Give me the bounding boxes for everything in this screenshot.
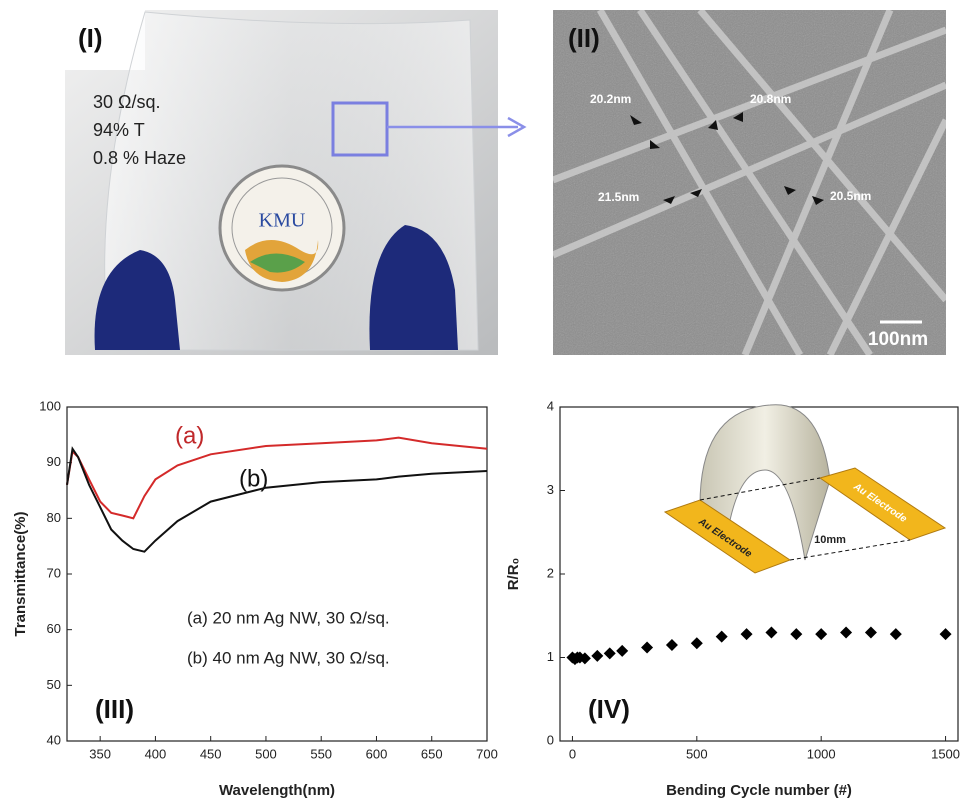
y-tick-label: 90 [47, 454, 61, 469]
y-tick-label: 2 [547, 565, 554, 580]
figure: KMU (I) 30 Ω/sq. 94% T 0.8 % Haze [0, 0, 966, 808]
y-tick-label: 100 [39, 398, 61, 413]
panel-label: (IV) [588, 694, 630, 724]
marker [940, 628, 952, 640]
photo-panel: KMU (I) 30 Ω/sq. 94% T 0.8 % Haze [65, 10, 524, 355]
y-tick-label: 0 [547, 732, 554, 747]
x-tick-label: 1500 [931, 746, 960, 761]
diameter-label: 20.2nm [590, 92, 631, 106]
curve-annotation: (a) [175, 422, 204, 449]
y-axis-label: Transmittance(%) [12, 511, 29, 636]
diameter-label: 20.8nm [750, 92, 791, 106]
marker [865, 626, 877, 638]
scale-bar-label: 100nm [868, 329, 928, 350]
y-axis-label: R/R₀ [505, 558, 522, 591]
legend-entry: (a) 20 nm Ag NW, 30 Ω/sq. [187, 608, 390, 627]
spec-text: 0.8 % Haze [93, 148, 186, 168]
y-tick-label: 60 [47, 621, 61, 636]
marker [790, 628, 802, 640]
x-tick-label: 450 [200, 746, 222, 761]
series-line [67, 438, 487, 519]
x-tick-label: 0 [569, 746, 576, 761]
diameter-label: 21.5nm [598, 190, 639, 204]
sem-panel: 20.2nm 20.8nm 21.5nm 20.5nm 100nm (II) [553, 10, 946, 355]
plot-frame [67, 407, 487, 741]
inset-label: 10mm [814, 534, 846, 546]
y-tick-label: 50 [47, 677, 61, 692]
marker [666, 639, 678, 651]
y-tick-label: 1 [547, 649, 554, 664]
spec-text: 94% T [93, 120, 145, 140]
marker [716, 631, 728, 643]
marker [890, 628, 902, 640]
x-tick-label: 650 [421, 746, 443, 761]
x-tick-label: 500 [255, 746, 277, 761]
y-tick-label: 4 [547, 398, 554, 413]
x-axis-label: Bending Cycle number (#) [666, 782, 852, 799]
chart: 350 400 450 500 550 600 650 700 40 50 60 70 80 90 100 W… [12, 398, 498, 799]
x-axis-label: Wavelength(nm) [219, 782, 335, 799]
y-tick-label: 70 [47, 565, 61, 580]
marker [765, 626, 777, 638]
x-tick-label: 500 [686, 746, 708, 761]
panel-label: (I) [78, 23, 103, 53]
x-tick-label: 350 [89, 746, 111, 761]
marker [616, 645, 628, 657]
inset: Au Electrode Au Electrode 10mm [665, 405, 945, 573]
panel-label: (II) [568, 23, 600, 53]
marker [641, 641, 653, 653]
marker [591, 650, 603, 662]
x-tick-label: 600 [366, 746, 388, 761]
diameter-label: 20.5nm [830, 189, 871, 203]
x-tick-label: 400 [145, 746, 167, 761]
marker [815, 628, 827, 640]
marker [840, 626, 852, 638]
sem-texture [553, 10, 946, 355]
x-tick-label: 1000 [807, 746, 836, 761]
spec-text: 30 Ω/sq. [93, 92, 161, 112]
marker [741, 628, 753, 640]
marker [691, 637, 703, 649]
x-tick-label: 700 [476, 746, 498, 761]
legend-entry: (b) 40 nm Ag NW, 30 Ω/sq. [187, 648, 390, 667]
x-tick-label: 550 [310, 746, 332, 761]
series-line [67, 449, 487, 552]
y-tick-label: 3 [547, 482, 554, 497]
panel-label: (III) [95, 694, 134, 724]
y-tick-label: 80 [47, 510, 61, 525]
marker [604, 647, 616, 659]
y-tick-label: 40 [47, 732, 61, 747]
curve-annotation: (b) [239, 465, 268, 492]
logo-text: KMU [259, 210, 306, 232]
